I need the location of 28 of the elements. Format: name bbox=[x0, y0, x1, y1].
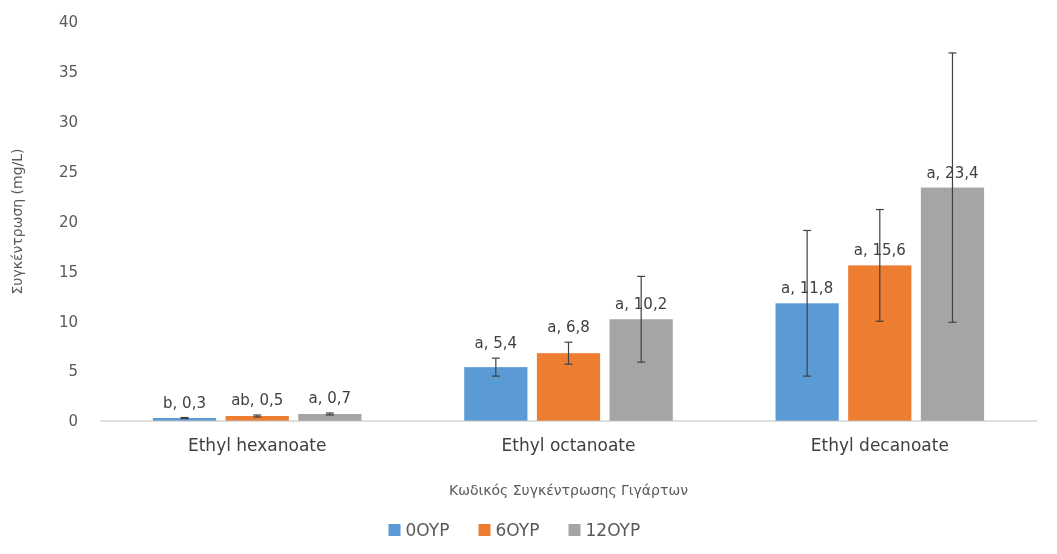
y-tick-label: 35 bbox=[58, 63, 78, 82]
data-label: ab, 0,5 bbox=[231, 391, 284, 410]
y-tick-label: 20 bbox=[58, 212, 78, 231]
y-tick-label: 10 bbox=[58, 312, 78, 331]
data-label: a, 6,8 bbox=[547, 318, 590, 337]
legend-label: 0OYP bbox=[405, 519, 450, 540]
y-tick-label: 0 bbox=[68, 412, 78, 431]
bar bbox=[775, 303, 839, 421]
x-tick-label: Ethyl decanoate bbox=[810, 435, 949, 455]
y-tick-label: 5 bbox=[68, 362, 78, 381]
data-label: a, 0,7 bbox=[308, 389, 352, 408]
y-tick-label: 25 bbox=[58, 162, 78, 181]
bar bbox=[464, 367, 528, 421]
legend-label: 12OYP bbox=[585, 519, 641, 540]
bar bbox=[536, 353, 601, 421]
bar bbox=[848, 265, 912, 421]
legend-label: 6OYP bbox=[495, 519, 540, 540]
y-tick-label: 15 bbox=[58, 262, 78, 281]
x-tick-label: Ethyl hexanoate bbox=[187, 435, 327, 455]
data-label: a, 5,4 bbox=[474, 334, 518, 353]
bar bbox=[609, 319, 673, 421]
y-tick-label: 40 bbox=[58, 13, 78, 32]
x-tick-label: Ethyl octanoate bbox=[501, 435, 636, 455]
x-axis-title: Κωδικός Συγκέντρωσης Γιγάρτων bbox=[449, 482, 689, 498]
y-tick-label: 30 bbox=[58, 113, 78, 131]
bar bbox=[920, 187, 985, 421]
data-label: b, 0,3 bbox=[163, 393, 206, 412]
y-axis-title: Συγκέντρωση (mg/L) bbox=[9, 148, 25, 295]
